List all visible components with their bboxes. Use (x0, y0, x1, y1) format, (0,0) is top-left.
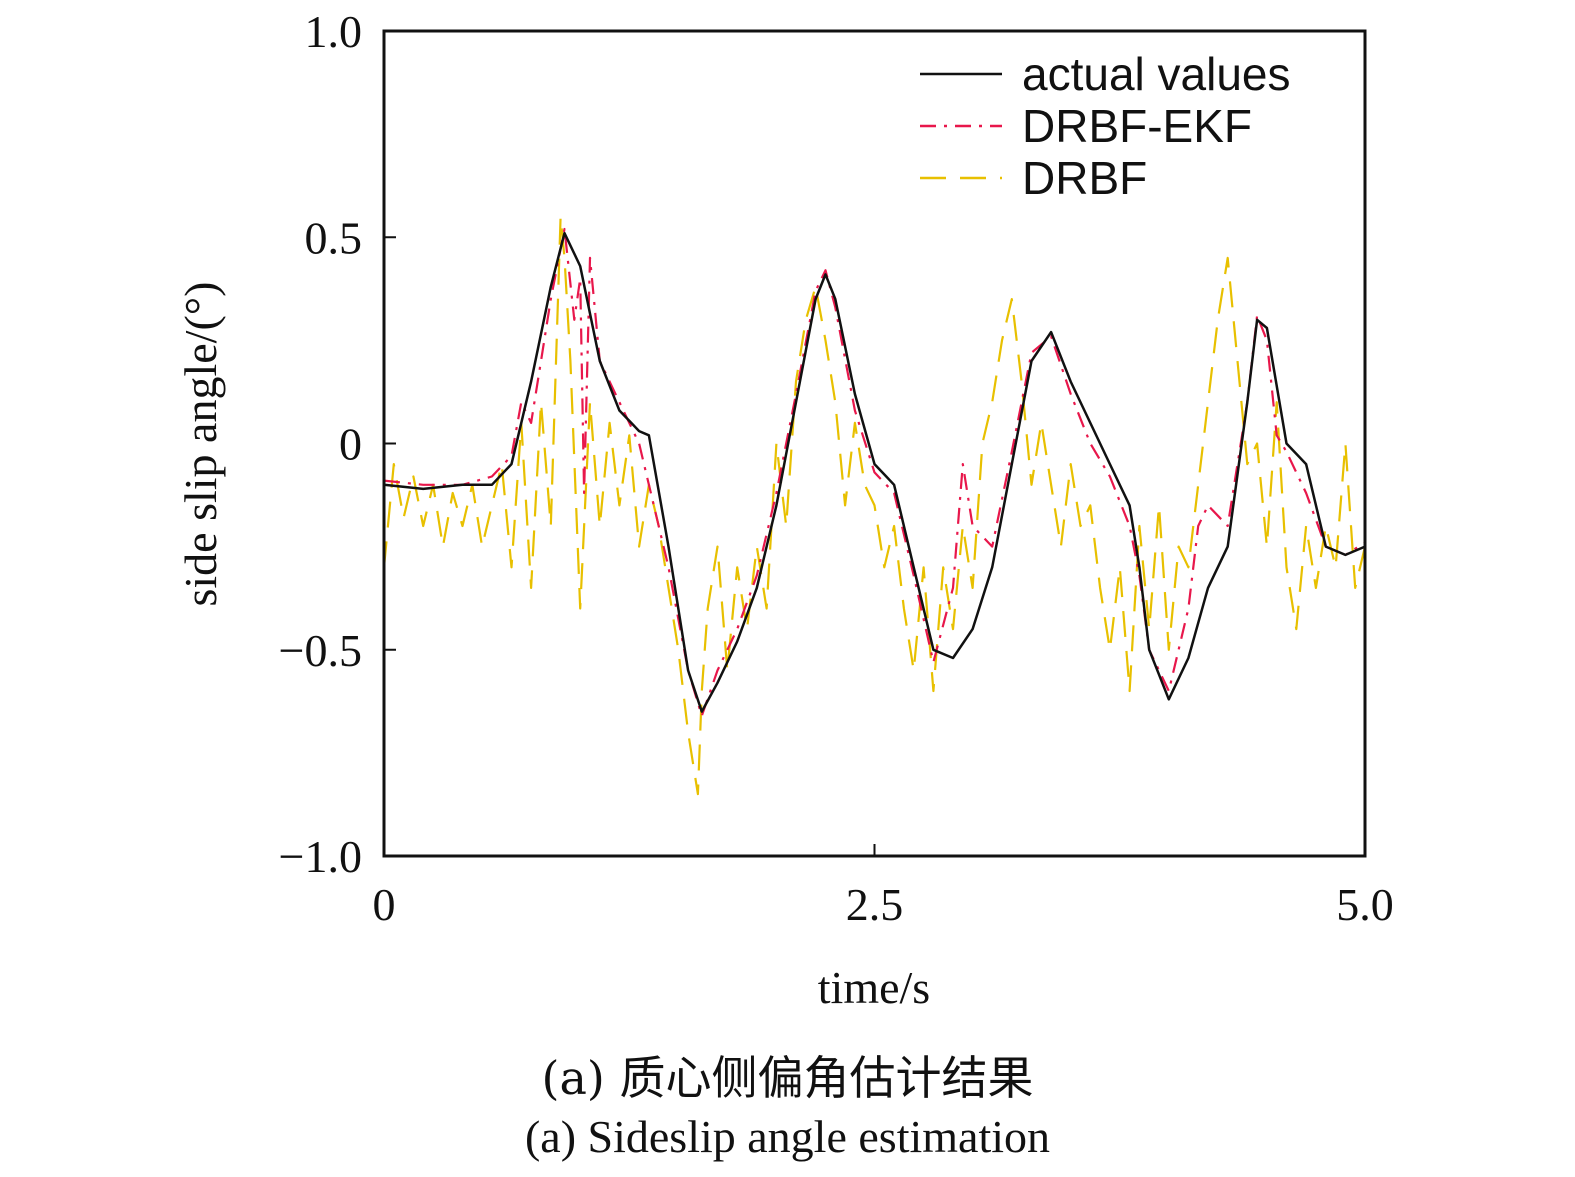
legend-label-drbf: DRBF (1022, 152, 1147, 204)
series-line-drbf (382, 215, 1367, 796)
y-axis-label: side slip angle/(°) (175, 282, 226, 607)
figure-caption-chinese: (a) 质心侧偏角估计结果 (541, 1051, 1034, 1105)
series-layer (382, 215, 1367, 796)
y-tick-label: 1.0 (305, 6, 363, 57)
chart: 0 2.5 5.01.00.50−0.5−1.0 actual valuesDRBF… (175, 6, 1394, 1013)
legend-label-drbf-ekf: DRBF-EKF (1022, 100, 1252, 152)
y-tick-label: −0.5 (279, 625, 362, 676)
x-tick-label: 2.5 (846, 879, 904, 930)
y-tick-label: 0.5 (305, 212, 363, 263)
series-line-drbf-ekf (383, 227, 1366, 717)
legend-label-actual-values: actual values (1022, 48, 1291, 100)
ticks-layer: 0 2.5 5.0 1.0 0.5 0 −0.5 −1.0 (279, 6, 1394, 930)
plot-frame (382, 29, 1367, 858)
figure-caption-english: (a) Sideslip angle estimation (524, 1111, 1051, 1162)
x-tick-label: 5.0 (1336, 879, 1394, 930)
x-tick-label: 0 (373, 879, 396, 930)
y-tick-label: −1.0 (279, 831, 362, 882)
series-line-actual-values (383, 231, 1366, 713)
x-axis-label: time/s (818, 962, 930, 1013)
y-tick-label: 0 (339, 419, 362, 470)
